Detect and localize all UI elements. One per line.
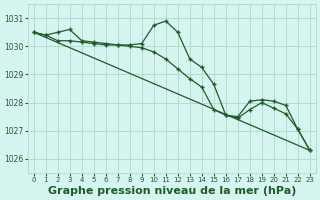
X-axis label: Graphe pression niveau de la mer (hPa): Graphe pression niveau de la mer (hPa) [48,186,296,196]
